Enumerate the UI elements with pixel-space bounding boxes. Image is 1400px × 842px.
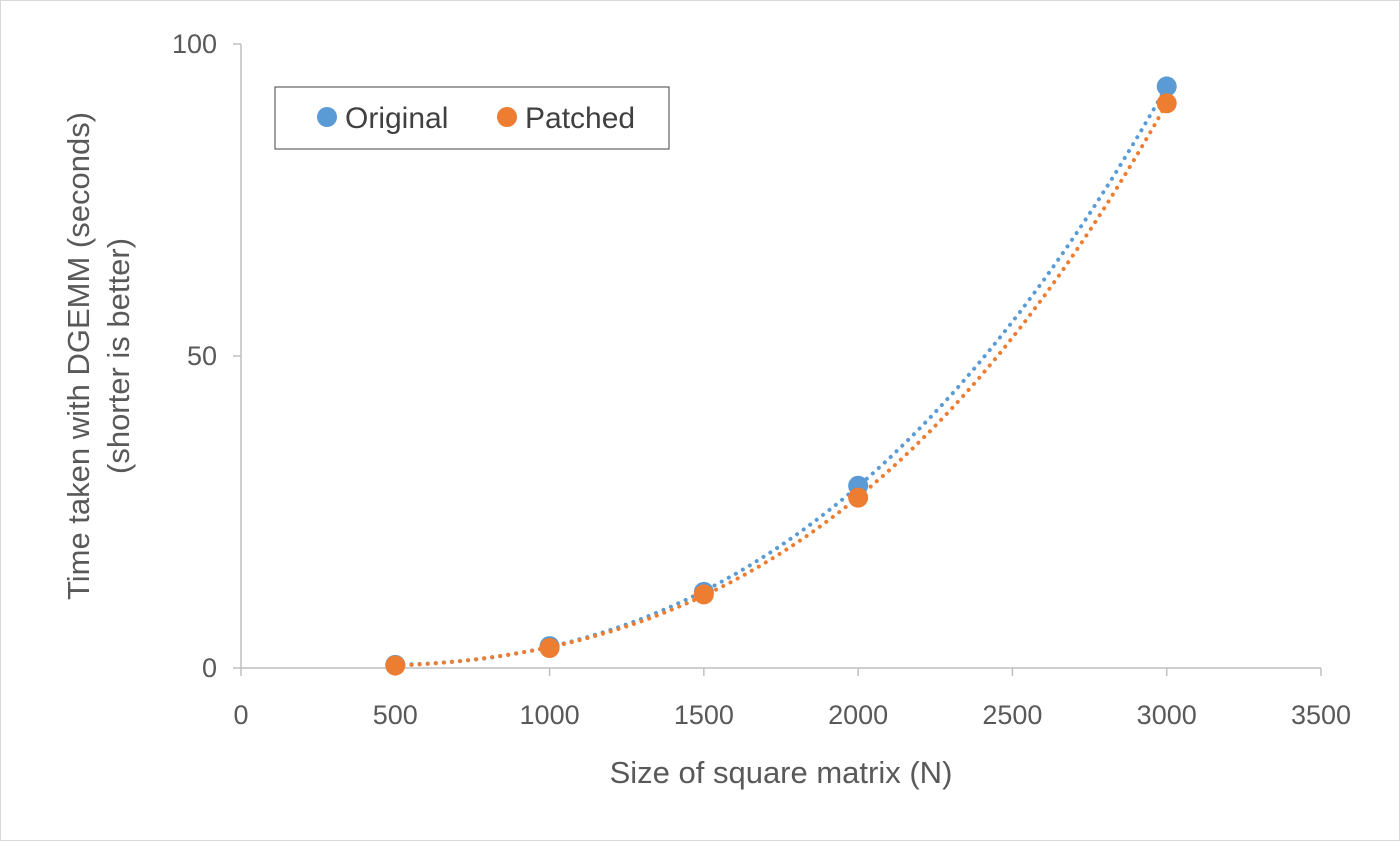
data-point-patched: [1156, 93, 1177, 114]
data-point-patched: [848, 487, 869, 508]
y-axis-title-line-1: Time taken with DGEMM (seconds): [61, 112, 96, 600]
ticks: 0 500 1000 1500 2000 2500 3000 3500 0 50 100: [172, 29, 1351, 730]
data-point-patched: [693, 584, 714, 605]
x-tick-label: 1000: [520, 700, 580, 730]
legend-marker-patched: [497, 107, 517, 127]
x-axis-title: Size of square matrix (N): [610, 755, 953, 790]
y-tick-label: 50: [187, 341, 217, 371]
trendlines: [393, 84, 1169, 668]
data-point-original: [1156, 76, 1177, 97]
legend-label-patched: Patched: [525, 102, 635, 135]
trendline-patched: [393, 101, 1169, 668]
x-tick-label: 2500: [982, 700, 1042, 730]
trendline-original: [393, 84, 1169, 667]
data-points: [385, 76, 1177, 676]
legend-marker-original: [317, 107, 337, 127]
y-tick-label: 0: [202, 653, 217, 683]
x-tick-label: 1500: [674, 700, 734, 730]
y-axis-title-line-2: (shorter is better): [101, 238, 136, 474]
x-tick-label: 2000: [828, 700, 888, 730]
x-tick-label: 3500: [1291, 700, 1351, 730]
x-tick-label: 500: [373, 700, 418, 730]
data-point-patched: [539, 638, 560, 659]
legend-box: [274, 86, 670, 150]
legend-label-original: Original: [345, 102, 448, 135]
legend: Original Patched: [274, 86, 670, 150]
x-tick-label: 3000: [1137, 700, 1197, 730]
y-tick-label: 100: [172, 29, 217, 59]
data-point-patched: [385, 655, 406, 676]
x-tick-label: 0: [233, 700, 248, 730]
